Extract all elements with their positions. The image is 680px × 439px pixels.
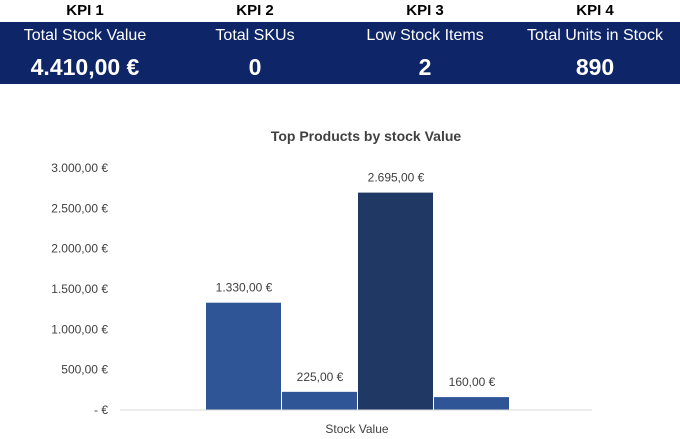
kpi-card-total-units: Total Units in Stock 890 <box>510 22 680 84</box>
kpi-3-value: 2 <box>418 54 432 80</box>
x-axis-label: Stock Value <box>325 422 388 436</box>
kpi-3-label: Low Stock Items <box>366 27 484 44</box>
kpi-4-label: Total Units in Stock <box>526 27 664 44</box>
y-tick-label: 1.000,00 € <box>51 322 108 336</box>
kpi-3-id: KPI 3 <box>406 2 444 19</box>
bar-data-label: 1.330,00 € <box>216 281 273 295</box>
kpi-2-id: KPI 2 <box>236 2 274 19</box>
y-tick-label: - € <box>94 403 108 417</box>
kpi-2-value: 0 <box>248 54 262 80</box>
kpi-card-total-stock-value: Total Stock Value 4.410,00 € <box>0 22 170 84</box>
bar <box>434 397 509 410</box>
y-axis: - € 500,00 € 1.000,00 € 1.500,00 € 2.000,00 … <box>51 161 108 417</box>
kpi-1-value: 4.410,00 € <box>30 54 140 80</box>
kpi-2-label: Total SKUs <box>215 27 295 44</box>
kpi-4-id: KPI 4 <box>576 2 614 19</box>
bars: 1.330,00 € 225,00 € 2.695,00 € 160,00 € <box>206 171 509 410</box>
kpi-card-low-stock-items: Low Stock Items 2 <box>340 22 510 84</box>
bar-data-label: 225,00 € <box>297 370 344 384</box>
kpi-1-label: Total Stock Value <box>23 27 147 44</box>
kpi-band: Total Stock Value 4.410,00 € Total SKUs … <box>0 22 680 84</box>
kpi-1-id: KPI 1 <box>66 2 104 19</box>
stock-value-chart: Top Products by stock Value - € 500,00 € 1… <box>51 128 592 436</box>
y-tick-label: 2.500,00 € <box>51 201 108 215</box>
y-tick-label: 1.500,00 € <box>51 282 108 296</box>
kpi-card-total-skus: Total SKUs 0 <box>170 22 340 84</box>
y-tick-label: 500,00 € <box>61 363 108 377</box>
bar-data-label: 2.695,00 € <box>368 171 425 185</box>
kpi-4-value: 890 <box>575 54 615 80</box>
bar-data-label: 160,00 € <box>449 375 496 389</box>
bar <box>358 192 433 410</box>
chart-title: Top Products by stock Value <box>271 128 462 144</box>
kpi-header-row: KPI 1 KPI 2 KPI 3 KPI 4 <box>0 0 680 22</box>
bar <box>206 302 281 410</box>
y-tick-label: 3.000,00 € <box>51 161 108 175</box>
y-tick-label: 2.000,00 € <box>51 242 108 256</box>
bar <box>282 391 357 410</box>
